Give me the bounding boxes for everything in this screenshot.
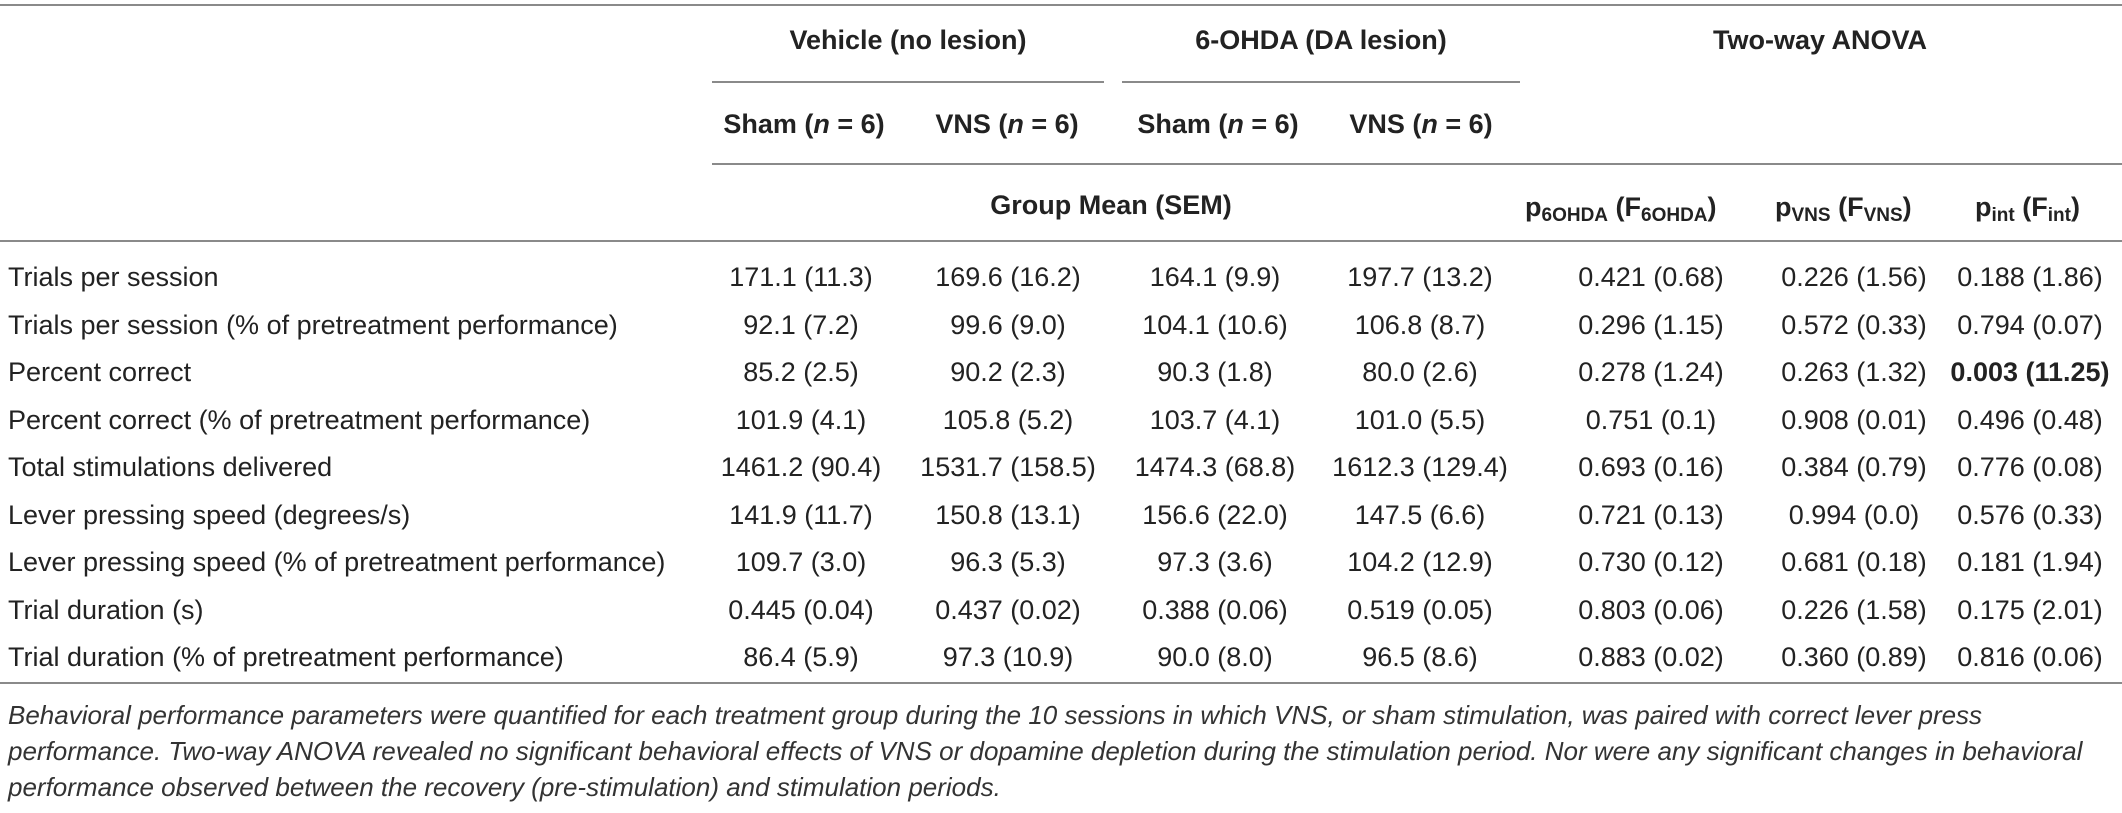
cell-p-6ohda: 0.278 (1.24)	[1578, 357, 1724, 387]
header-vehicle-sham: Sham (n = 6)	[723, 109, 885, 139]
cell-6ohda-sham: 104.1 (10.6)	[1142, 310, 1288, 340]
cell-vehicle-vns: 105.8 (5.2)	[942, 405, 1074, 435]
cell-6ohda-sham: 156.6 (22.0)	[1142, 500, 1288, 530]
cell-p-6ohda: 0.803 (0.06)	[1578, 595, 1724, 625]
cell-6ohda-sham: 90.0 (8.0)	[1157, 642, 1273, 672]
row-label: Trials per session (% of pretreatment pe…	[8, 310, 618, 340]
cell-vehicle-sham: 85.2 (2.5)	[743, 357, 859, 387]
cell-6ohda-vns: 106.8 (8.7)	[1354, 310, 1486, 340]
cell-6ohda-sham: 97.3 (3.6)	[1157, 547, 1273, 577]
cell-p-int: 0.496 (0.48)	[1957, 405, 2103, 435]
cell-p-int: 0.816 (0.06)	[1957, 642, 2103, 672]
cell-p-vns: 0.226 (1.56)	[1781, 262, 1927, 292]
cell-vehicle-vns: 1531.7 (158.5)	[920, 452, 1096, 482]
cell-p-6ohda: 0.693 (0.16)	[1578, 452, 1724, 482]
cell-vehicle-vns: 0.437 (0.02)	[935, 595, 1081, 625]
cell-p-vns: 0.908 (0.01)	[1781, 405, 1927, 435]
cell-vehicle-vns: 90.2 (2.3)	[950, 357, 1066, 387]
row-label: Trials per session	[8, 262, 219, 292]
row-label: Total stimulations delivered	[8, 452, 333, 482]
cell-vehicle-vns: 99.6 (9.0)	[950, 310, 1066, 340]
cell-p-vns: 0.572 (0.33)	[1781, 310, 1927, 340]
cell-p-vns: 0.681 (0.18)	[1781, 547, 1927, 577]
cell-6ohda-sham: 103.7 (4.1)	[1149, 405, 1281, 435]
cell-p-6ohda: 0.421 (0.68)	[1578, 262, 1724, 292]
row-label: Trial duration (% of pretreatment perfor…	[8, 642, 564, 672]
cell-6ohda-sham: 90.3 (1.8)	[1157, 357, 1273, 387]
cell-p-int: 0.003 (11.25)	[1950, 357, 2110, 387]
cell-vehicle-sham: 109.7 (3.0)	[735, 547, 867, 577]
header-p-6ohda: p6OHDA (F6OHDA)	[1525, 192, 1717, 226]
cell-p-6ohda: 0.751 (0.1)	[1585, 405, 1717, 435]
cell-p-vns: 0.384 (0.79)	[1781, 452, 1927, 482]
vehicle-group-rule	[712, 81, 1104, 83]
cell-6ohda-vns: 80.0 (2.6)	[1362, 357, 1478, 387]
table-bottom-rule	[0, 682, 2122, 684]
table-caption: Behavioral performance parameters were q…	[8, 700, 2083, 802]
subgroup-rule	[712, 163, 2122, 165]
header-6ohda-sham: Sham (n = 6)	[1137, 109, 1299, 139]
cell-p-int: 0.576 (0.33)	[1957, 500, 2103, 530]
cell-vehicle-sham: 0.445 (0.04)	[728, 595, 874, 625]
header-6ohda-vns: VNS (n = 6)	[1349, 109, 1493, 139]
cell-6ohda-vns: 0.519 (0.05)	[1347, 595, 1493, 625]
cell-vehicle-vns: 97.3 (10.9)	[942, 642, 1074, 672]
cell-p-int: 0.188 (1.86)	[1957, 262, 2103, 292]
row-label: Lever pressing speed (degrees/s)	[8, 500, 411, 530]
cell-p-int: 0.175 (2.01)	[1957, 595, 2103, 625]
cell-vehicle-sham: 1461.2 (90.4)	[720, 452, 882, 482]
cell-p-6ohda: 0.296 (1.15)	[1578, 310, 1724, 340]
cell-6ohda-vns: 101.0 (5.5)	[1354, 405, 1486, 435]
header-6ohda: 6-OHDA (DA lesion)	[1195, 25, 1447, 55]
cell-p-6ohda: 0.721 (0.13)	[1578, 500, 1724, 530]
row-label: Percent correct	[8, 357, 192, 387]
header-p-vns: pVNS (FVNS)	[1775, 192, 1912, 226]
header-group-mean: Group Mean (SEM)	[990, 190, 1232, 220]
cell-p-6ohda: 0.730 (0.12)	[1578, 547, 1724, 577]
cell-vehicle-sham: 141.9 (11.7)	[729, 500, 873, 530]
row-label: Percent correct (% of pretreatment perfo…	[8, 405, 591, 435]
header-bottom-rule	[0, 240, 2122, 242]
cell-6ohda-vns: 197.7 (13.2)	[1347, 262, 1493, 292]
cell-p-int: 0.181 (1.94)	[1957, 547, 2103, 577]
cell-vehicle-vns: 96.3 (5.3)	[950, 547, 1066, 577]
row-label: Trial duration (s)	[8, 595, 204, 625]
header-p-int: pint (Fint)	[1975, 192, 2080, 226]
cell-6ohda-vns: 1612.3 (129.4)	[1332, 452, 1508, 482]
cell-p-vns: 0.226 (1.58)	[1781, 595, 1927, 625]
cell-p-int: 0.794 (0.07)	[1957, 310, 2103, 340]
header-vehicle: Vehicle (no lesion)	[789, 25, 1027, 55]
cell-6ohda-sham: 1474.3 (68.8)	[1134, 452, 1296, 482]
header-vehicle-vns: VNS (n = 6)	[935, 109, 1079, 139]
cell-vehicle-vns: 169.6 (16.2)	[935, 262, 1081, 292]
row-label: Lever pressing speed (% of pretreatment …	[8, 547, 666, 577]
cell-6ohda-vns: 147.5 (6.6)	[1354, 500, 1486, 530]
cell-6ohda-vns: 104.2 (12.9)	[1347, 547, 1493, 577]
cell-p-vns: 0.263 (1.32)	[1781, 357, 1927, 387]
cell-p-6ohda: 0.883 (0.02)	[1578, 642, 1724, 672]
table-top-rule	[0, 4, 2122, 6]
header-two-way-anova: Two-way ANOVA	[1712, 25, 1927, 55]
cell-p-vns: 0.994 (0.0)	[1788, 500, 1920, 530]
cell-p-int: 0.776 (0.08)	[1957, 452, 2103, 482]
cell-vehicle-vns: 150.8 (13.1)	[935, 500, 1081, 530]
cell-vehicle-sham: 101.9 (4.1)	[735, 405, 867, 435]
6ohda-group-rule	[1122, 81, 1520, 83]
cell-6ohda-vns: 96.5 (8.6)	[1362, 642, 1478, 672]
cell-6ohda-sham: 0.388 (0.06)	[1142, 595, 1288, 625]
cell-6ohda-sham: 164.1 (9.9)	[1149, 262, 1281, 292]
cell-vehicle-sham: 92.1 (7.2)	[743, 310, 859, 340]
cell-vehicle-sham: 86.4 (5.9)	[743, 642, 859, 672]
cell-vehicle-sham: 171.1 (11.3)	[729, 262, 873, 292]
cell-p-vns: 0.360 (0.89)	[1781, 642, 1927, 672]
